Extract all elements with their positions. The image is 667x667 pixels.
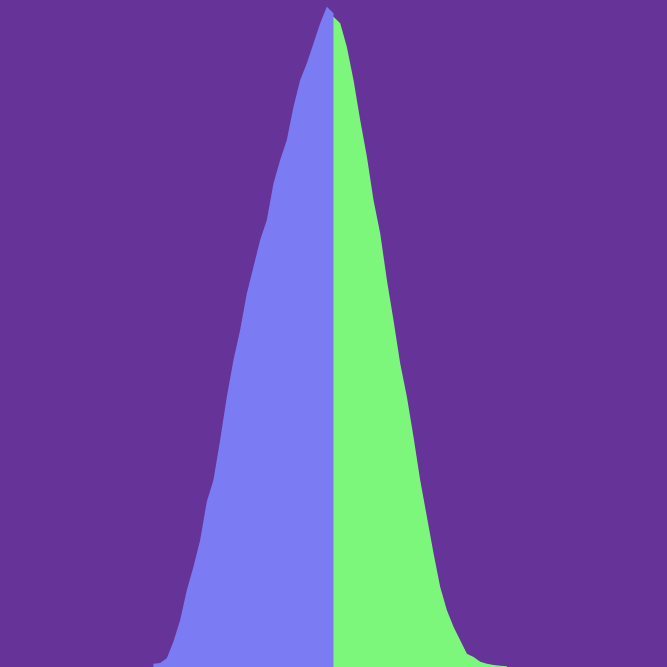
area-right-half: [333, 16, 507, 667]
series-layer: [153, 6, 507, 667]
area-left-half: [153, 6, 334, 667]
